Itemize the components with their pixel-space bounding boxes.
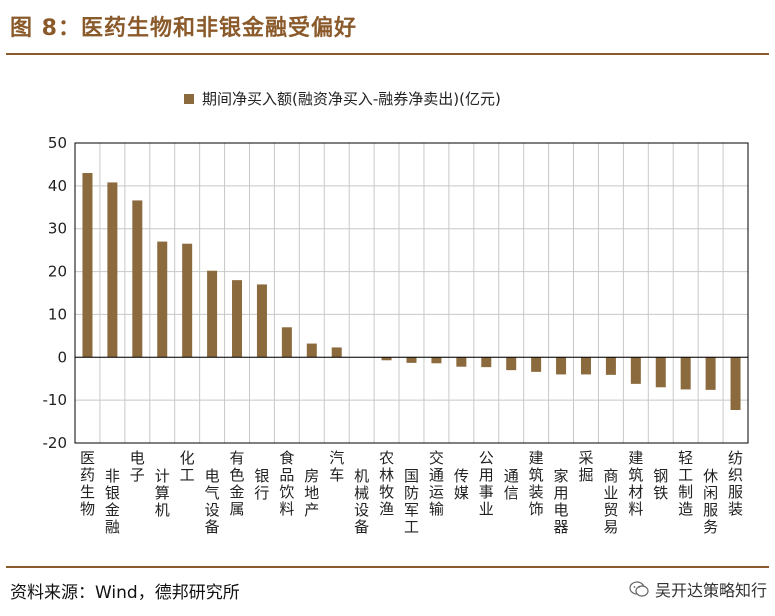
- bar-传媒: [456, 357, 467, 367]
- x-tick-label: 商业贸易: [603, 467, 618, 536]
- x-tick-label: 纺织服装: [728, 449, 743, 518]
- x-tick-label: 食品饮料: [279, 449, 294, 518]
- x-tick-label: 家用电器: [554, 467, 569, 536]
- watermark-text: 吴开达策略知行: [654, 581, 767, 600]
- x-tick-label: 农林牧渔: [379, 449, 394, 518]
- x-tick-label: 有色金属: [230, 449, 245, 518]
- bar-电子: [132, 200, 143, 358]
- x-tick-label: 化工: [180, 449, 195, 484]
- bar-建筑装饰: [531, 357, 542, 372]
- x-tick-label: 交通运输: [429, 449, 444, 518]
- x-tick-label: 非银金融: [105, 467, 120, 536]
- y-tick-label: 30: [48, 220, 67, 238]
- bar-建筑材料: [630, 357, 641, 384]
- y-tick-label: -20: [43, 434, 68, 452]
- bar-钢铁: [655, 357, 666, 388]
- y-tick-label: 10: [48, 305, 67, 323]
- bottom-divider: [6, 566, 769, 568]
- bar-非银金融: [107, 182, 118, 358]
- bar-休闲服务: [705, 357, 716, 390]
- y-tick-label: 40: [48, 177, 67, 195]
- bar-电气设备: [207, 270, 218, 358]
- legend-label: 期间净买入额(融资净买入-融券净卖出)(亿元): [202, 90, 501, 108]
- y-axis-ticks: 50 40 30 20 10 0 -10 -20: [43, 134, 68, 452]
- bar-银行: [256, 284, 267, 358]
- bars: [82, 173, 741, 410]
- plot-frame: [74, 142, 749, 444]
- bar-国防军工: [406, 357, 417, 363]
- grid-lines: [74, 142, 749, 444]
- y-tick-label: 50: [48, 134, 67, 152]
- figure-title: 图 8：医药生物和非银金融受偏好: [10, 16, 357, 41]
- x-tick-label: 公用事业: [479, 449, 494, 518]
- bar-家用电器: [556, 357, 567, 375]
- x-tick-label: 电子: [130, 449, 145, 484]
- x-tick-label: 医药生物: [80, 449, 95, 518]
- x-tick-label: 传媒: [454, 467, 469, 502]
- bar-房地产: [306, 343, 317, 358]
- bar-计算机: [157, 241, 168, 358]
- bar-农林牧渔: [381, 357, 392, 361]
- x-tick-label: 建筑材料: [628, 449, 643, 518]
- x-tick-label: 机械设备: [354, 467, 369, 536]
- y-tick-label: 20: [48, 263, 67, 281]
- x-tick-label: 电气设备: [205, 467, 220, 536]
- x-tick-label: 钢铁: [653, 467, 668, 502]
- bar-交通运输: [431, 357, 442, 364]
- bar-纺织服装: [730, 357, 741, 410]
- bar-公用事业: [481, 357, 492, 368]
- bar-汽车: [331, 347, 342, 358]
- x-tick-label: 银行: [254, 467, 269, 502]
- y-tick-label: -10: [43, 391, 68, 409]
- x-tick-label: 建筑装饰: [529, 449, 544, 518]
- bar-商业贸易: [605, 357, 616, 375]
- legend-swatch: [184, 93, 194, 104]
- bar-通信: [506, 357, 517, 371]
- x-tick-label: 房地产: [304, 467, 319, 519]
- x-tick-label: 国防军工: [404, 467, 419, 536]
- bar-采掘: [580, 357, 591, 375]
- x-tick-label: 计算机: [155, 467, 170, 519]
- x-tick-label: 休闲服务: [703, 467, 718, 536]
- bar-食品饮料: [281, 327, 292, 358]
- x-tick-label: 汽车: [329, 449, 344, 484]
- bar-医药生物: [82, 173, 93, 358]
- source-note: 资料来源：Wind，德邦研究所: [10, 583, 240, 603]
- bar-轻工制造: [680, 357, 691, 390]
- bar-化工: [182, 243, 193, 358]
- top-divider: [6, 53, 769, 55]
- wechat-icon: [629, 581, 649, 597]
- x-tick-label: 采掘: [578, 449, 593, 484]
- x-tick-label: 通信: [504, 467, 519, 502]
- x-tick-label: 轻工制造: [678, 449, 693, 518]
- watermark: 吴开达策略知行: [629, 577, 767, 601]
- bar-有色金属: [232, 280, 243, 358]
- chart-legend: 期间净买入额(融资净买入-融券净卖出)(亿元): [184, 88, 501, 109]
- y-tick-label: 0: [57, 348, 67, 366]
